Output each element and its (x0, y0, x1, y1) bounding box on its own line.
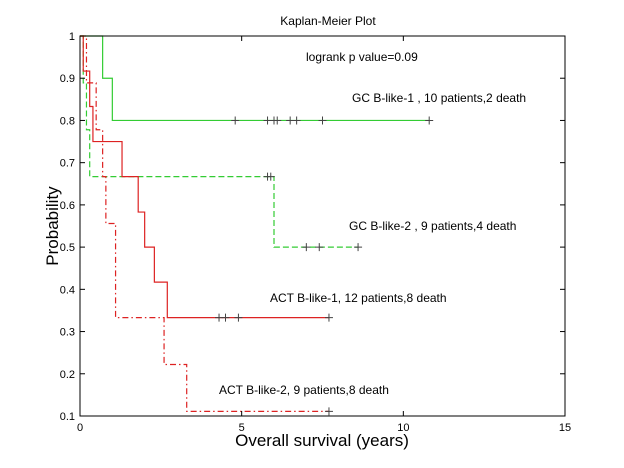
y-tick-label: 0.8 (60, 115, 75, 127)
censor-mark (273, 116, 282, 125)
y-tick-label: 1 (69, 31, 75, 43)
series-label-gc-b-like-1: GC B-like-1 , 10 patients,2 death (352, 91, 526, 105)
y-tick-label: 0.6 (60, 200, 75, 212)
censor-mark (266, 172, 275, 181)
survival-curve-3 (80, 35, 329, 319)
censor-mark (324, 407, 333, 416)
censor-mark (425, 116, 434, 125)
y-tick-label: 0.3 (60, 327, 75, 339)
x-tick-label: 0 (77, 422, 83, 434)
y-axis: 0.1 0.2 0.3 0.4 0.5 0.6 0.7 0.8 0.9 1 (60, 31, 565, 423)
censor-mark (231, 116, 240, 125)
y-tick-label: 0.5 (60, 242, 75, 254)
censor-mark (221, 313, 230, 322)
survival-curve-2 (80, 35, 359, 248)
series-label-act-b-like-2: ACT B-like-2, 9 patients,8 death (219, 383, 389, 397)
y-tick-label: 0.7 (60, 158, 75, 170)
censor-mark (315, 243, 324, 252)
x-axis: 0 5 10 15 (77, 36, 571, 434)
y-tick-label: 0.1 (60, 411, 75, 423)
series-label-gc-b-like-2: GC B-like-2 , 9 patients,4 death (349, 219, 516, 233)
censor-mark (292, 116, 301, 125)
censor-mark (234, 313, 243, 322)
x-tick-label: 10 (397, 422, 409, 434)
x-axis-label: Overall survival (years) (235, 431, 409, 450)
x-tick-label: 5 (239, 422, 245, 434)
series-label-act-b-like-1: ACT B-like-1, 12 patients,8 death (270, 291, 447, 305)
censor-mark (318, 116, 327, 125)
censor-mark (324, 313, 333, 322)
y-tick-label: 0.9 (60, 73, 75, 85)
plot-frame (79, 35, 566, 417)
y-tick-label: 0.2 (60, 369, 75, 381)
chart-title: Kaplan-Meier Plot (280, 14, 376, 28)
censor-mark (302, 243, 311, 252)
x-tick-label: 15 (559, 422, 571, 434)
survival-curve-1 (80, 35, 430, 122)
y-axis-label: Probability (43, 186, 62, 266)
y-tick-label: 0.4 (60, 284, 75, 296)
survival-curve-4 (80, 35, 329, 412)
censor-mark (354, 243, 363, 252)
logrank-annotation: logrank p value=0.09 (306, 50, 418, 64)
